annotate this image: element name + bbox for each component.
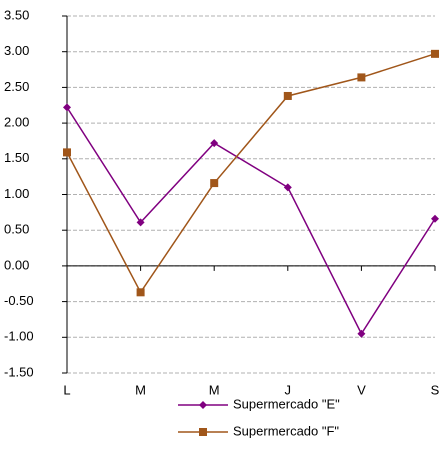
y-tick-label: 3.00 bbox=[4, 43, 29, 58]
y-tick-label: 2.50 bbox=[4, 79, 29, 94]
legend-marker bbox=[199, 401, 207, 409]
data-point bbox=[210, 179, 219, 188]
data-point bbox=[431, 49, 439, 58]
data-point bbox=[431, 214, 439, 223]
series-line bbox=[66, 106, 436, 336]
y-tick-label: -0.50 bbox=[4, 293, 34, 308]
y-tick-label: 3.50 bbox=[4, 7, 29, 22]
data-point bbox=[210, 139, 219, 148]
y-tick-label: -1.50 bbox=[4, 364, 34, 379]
data-point bbox=[136, 218, 145, 227]
legend-marker bbox=[199, 428, 207, 436]
series-line bbox=[66, 53, 436, 294]
y-tick-label: 1.00 bbox=[4, 186, 29, 201]
legend-label: Supermercado "F" bbox=[233, 423, 339, 438]
y-tick-label: 0.50 bbox=[4, 222, 29, 237]
data-point bbox=[357, 73, 366, 82]
data-point bbox=[283, 91, 292, 100]
x-tick-label: J bbox=[285, 382, 292, 397]
y-tick-label: -1.00 bbox=[4, 329, 34, 344]
data-point bbox=[136, 288, 145, 297]
x-tick-label: M bbox=[209, 382, 220, 397]
legend-label: Supermercado "E" bbox=[233, 396, 340, 411]
x-tick-label: S bbox=[431, 382, 440, 397]
data-point bbox=[283, 183, 292, 192]
data-point bbox=[357, 329, 366, 338]
y-tick-label: 2.00 bbox=[4, 115, 29, 130]
x-tick-label: L bbox=[63, 382, 70, 397]
y-tick-label: 0.00 bbox=[4, 257, 29, 272]
x-tick-label: M bbox=[135, 382, 146, 397]
data-point bbox=[63, 148, 71, 157]
y-tick-label: 1.50 bbox=[4, 150, 29, 165]
x-tick-label: V bbox=[357, 382, 366, 397]
data-point bbox=[63, 103, 71, 112]
